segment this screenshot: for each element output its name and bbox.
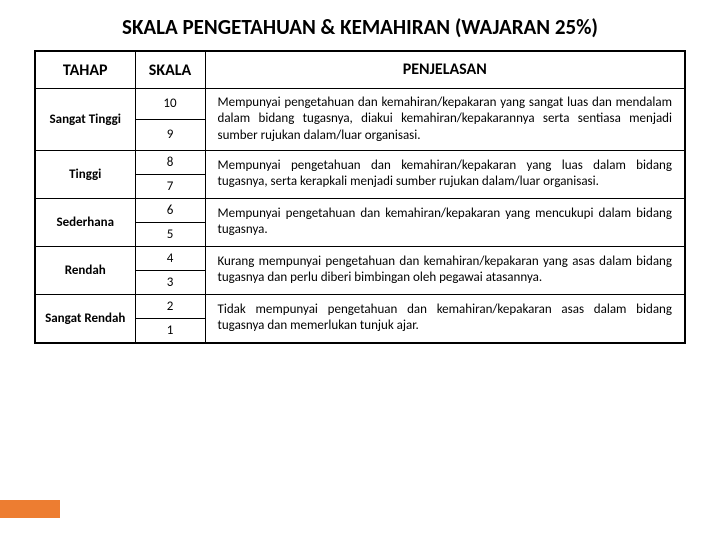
cell-skala: 6 — [135, 198, 205, 222]
cell-skala: 2 — [135, 294, 205, 318]
header-tahap: TAHAP — [35, 51, 135, 89]
cell-tahap: Sangat Rendah — [35, 294, 135, 343]
table-row: Sederhana 6 Mempunyai pengetahuan dan ke… — [35, 198, 685, 222]
skala-table: TAHAP SKALA PENJELASAN Sangat Tinggi 10 … — [34, 50, 686, 344]
table-row: Rendah 4 Kurang mempunyai pengetahuan da… — [35, 246, 685, 270]
cell-skala: 3 — [135, 270, 205, 294]
cell-penjelasan: Mempunyai pengetahuan dan kemahiran/kepa… — [205, 150, 685, 198]
table-row: Tinggi 8 Mempunyai pengetahuan dan kemah… — [35, 150, 685, 174]
cell-penjelasan: Mempunyai pengetahuan dan kemahiran/kepa… — [205, 198, 685, 246]
cell-skala: 10 — [135, 89, 205, 120]
cell-skala: 4 — [135, 246, 205, 270]
table-row: Sangat Rendah 2 Tidak mempunyai pengetah… — [35, 294, 685, 318]
table-row: Sangat Tinggi 10 Mempunyai pengetahuan d… — [35, 89, 685, 120]
cell-tahap: Sangat Tinggi — [35, 89, 135, 151]
slide: { "title": { "text": "SKALA PENGETAHUAN … — [0, 0, 720, 540]
cell-skala: 5 — [135, 222, 205, 246]
cell-penjelasan: Mempunyai pengetahuan dan kemahiran/kepa… — [205, 89, 685, 151]
cell-skala: 7 — [135, 174, 205, 198]
table-header-row: TAHAP SKALA PENJELASAN — [35, 51, 685, 89]
cell-tahap: Rendah — [35, 246, 135, 294]
cell-penjelasan: Tidak mempunyai pengetahuan dan kemahira… — [205, 294, 685, 343]
cell-tahap: Sederhana — [35, 198, 135, 246]
table-body: Sangat Tinggi 10 Mempunyai pengetahuan d… — [35, 89, 685, 343]
cell-penjelasan: Kurang mempunyai pengetahuan dan kemahir… — [205, 246, 685, 294]
cell-skala: 9 — [135, 119, 205, 150]
cell-skala: 8 — [135, 150, 205, 174]
cell-skala: 1 — [135, 318, 205, 343]
accent-bar — [0, 500, 60, 518]
header-skala: SKALA — [135, 51, 205, 89]
header-penjelasan: PENJELASAN — [205, 51, 685, 89]
page-title: SKALA PENGETAHUAN & KEMAHIRAN (WAJARAN 2… — [0, 0, 720, 50]
cell-tahap: Tinggi — [35, 150, 135, 198]
